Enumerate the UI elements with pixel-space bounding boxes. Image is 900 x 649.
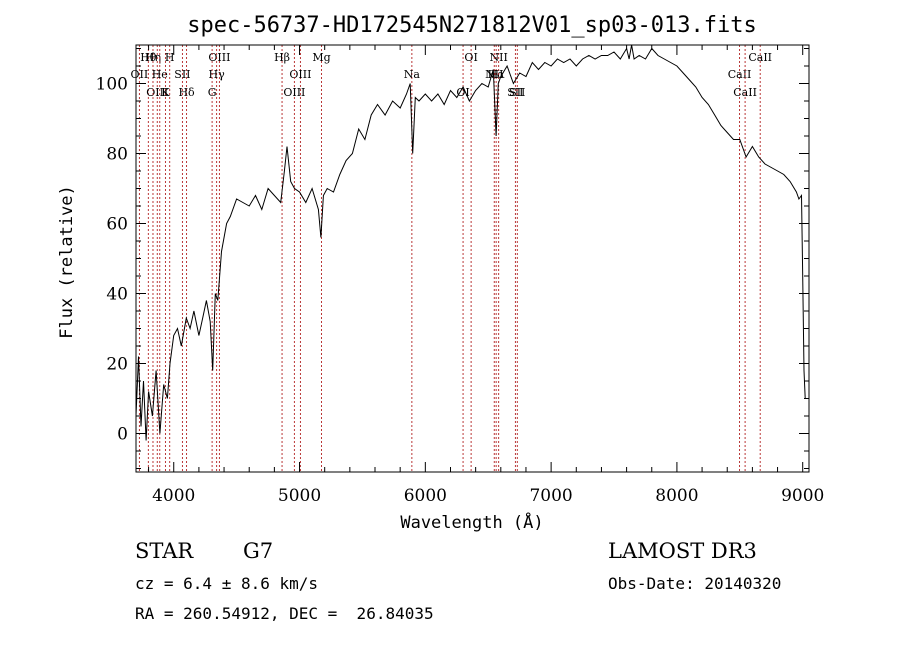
- line-marker-label: NII: [490, 51, 508, 64]
- line-marker-label: OII: [131, 68, 149, 81]
- line-marker-label: OIII: [283, 86, 305, 99]
- line-marker-layer: HθOIIOIIIHηHeKHSIIHδOIIIHγGHβOIIIOIIIMgN…: [131, 45, 772, 472]
- y-tick-label: 40: [106, 285, 128, 305]
- y-tick-label: 60: [106, 215, 128, 235]
- line-marker-label: Hη: [145, 51, 161, 64]
- y-axis-label: Flux (relative): [57, 185, 77, 339]
- line-marker-label: Hγ: [209, 68, 226, 81]
- spectral-subclass: G7: [243, 539, 274, 563]
- line-marker-label: OIII: [289, 68, 311, 81]
- y-tick-label: 20: [106, 355, 128, 375]
- x-tick-label: 8000: [655, 486, 698, 506]
- chart-title: spec-56737-HD172545N271812V01_sp03-013.f…: [187, 13, 757, 38]
- x-tick-label: 7000: [529, 486, 572, 506]
- line-marker-label: Mg: [312, 51, 330, 64]
- observation-date: Obs-Date: 20140320: [608, 574, 782, 593]
- line-marker-label: Hβ: [274, 51, 290, 64]
- x-tick-label: 4000: [152, 486, 195, 506]
- line-marker-label: H: [165, 51, 175, 64]
- line-marker-label: NII: [485, 68, 503, 81]
- object-class: STAR: [135, 539, 194, 563]
- line-marker-label: CaII: [748, 51, 772, 64]
- line-marker-label: CaII: [728, 68, 752, 81]
- x-tick-label: 6000: [404, 486, 447, 506]
- coordinates: RA = 260.54912, DEC = 26.84035: [135, 604, 434, 623]
- x-axis-label: Wavelength (Å): [400, 511, 543, 533]
- line-marker-label: OIII: [208, 51, 230, 64]
- line-marker-label: Hδ: [178, 86, 195, 99]
- line-marker-label: SII: [509, 86, 525, 99]
- plot-frame: [135, 44, 810, 473]
- line-marker-label: CaII: [733, 86, 757, 99]
- line-marker-label: OI: [464, 51, 477, 64]
- redshift-cz: cz = 6.4 ± 8.6 km/s: [135, 574, 319, 593]
- line-marker-label: SII: [174, 68, 190, 81]
- line-marker-label: K: [161, 86, 170, 99]
- y-tick-label: 100: [96, 75, 128, 95]
- line-marker-label: He: [152, 68, 168, 81]
- x-tick-label: 9000: [781, 486, 824, 506]
- x-tick-label: 5000: [278, 486, 321, 506]
- line-marker-label: OIII: [146, 86, 168, 99]
- line-marker-label: G: [208, 86, 217, 99]
- spectrum-line: [135, 44, 806, 441]
- axis-ticks: 4000 5000 6000 7000 8000 9000 0 20 40 60 80 100: [96, 45, 824, 506]
- line-marker-label: OI: [456, 86, 469, 99]
- y-tick-label: 80: [106, 145, 128, 165]
- line-marker-label: Na: [404, 68, 421, 81]
- line-marker-label: SII: [507, 86, 523, 99]
- survey-label: LAMOST DR3: [608, 539, 757, 563]
- y-tick-label: 0: [117, 425, 128, 445]
